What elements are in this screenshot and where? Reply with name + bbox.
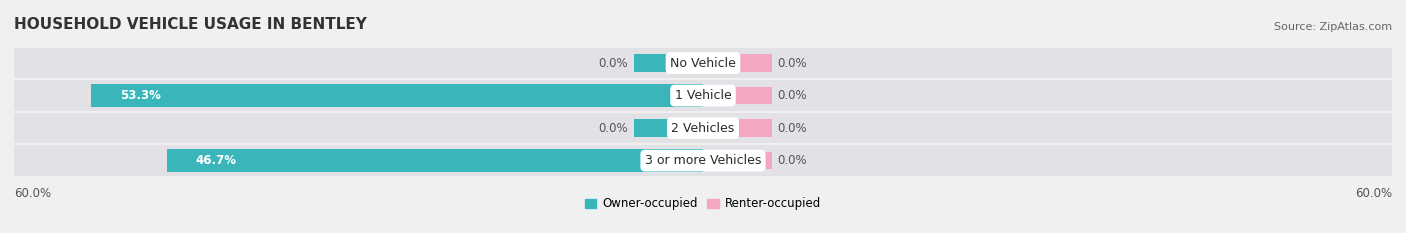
Text: 60.0%: 60.0% [14, 187, 51, 200]
Bar [634, 152, 703, 169]
Text: 0.0%: 0.0% [778, 122, 807, 135]
Text: 53.3%: 53.3% [120, 89, 160, 102]
Bar [14, 113, 1392, 143]
Bar [91, 84, 703, 107]
Text: 0.0%: 0.0% [778, 57, 807, 70]
Text: 0.0%: 0.0% [599, 57, 628, 70]
Text: 0.0%: 0.0% [778, 154, 807, 167]
Text: 1 Vehicle: 1 Vehicle [675, 89, 731, 102]
Text: 2 Vehicles: 2 Vehicles [672, 122, 734, 135]
Text: No Vehicle: No Vehicle [671, 57, 735, 70]
Bar [703, 54, 772, 72]
Bar [634, 119, 703, 137]
Bar [703, 152, 772, 169]
Text: 3 or more Vehicles: 3 or more Vehicles [645, 154, 761, 167]
Text: 0.0%: 0.0% [778, 89, 807, 102]
Bar [634, 87, 703, 104]
Bar [634, 54, 703, 72]
Bar [167, 149, 703, 172]
Text: HOUSEHOLD VEHICLE USAGE IN BENTLEY: HOUSEHOLD VEHICLE USAGE IN BENTLEY [14, 17, 367, 32]
Text: Source: ZipAtlas.com: Source: ZipAtlas.com [1274, 22, 1392, 32]
Text: 46.7%: 46.7% [195, 154, 236, 167]
Bar [14, 48, 1392, 78]
Bar [14, 145, 1392, 176]
Bar [703, 87, 772, 104]
Legend: Owner-occupied, Renter-occupied: Owner-occupied, Renter-occupied [579, 192, 827, 215]
Text: 60.0%: 60.0% [1355, 187, 1392, 200]
Bar [14, 80, 1392, 111]
Bar [703, 119, 772, 137]
Text: 0.0%: 0.0% [599, 122, 628, 135]
